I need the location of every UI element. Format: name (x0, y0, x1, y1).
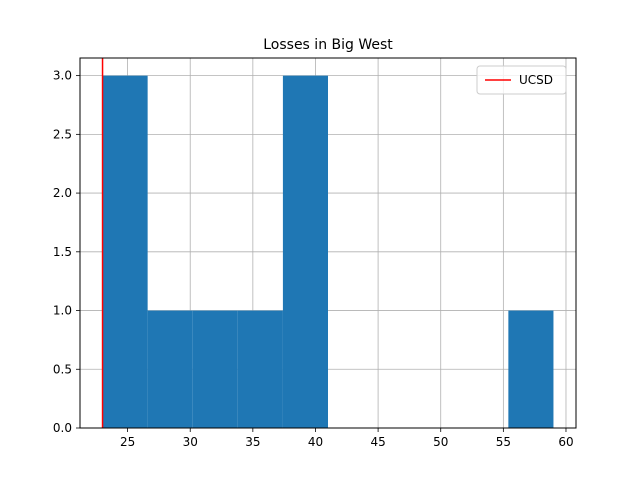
x-axis-ticks: 25 30 35 40 45 50 55 60 (120, 428, 574, 449)
x-tick-label-25: 25 (120, 435, 135, 449)
legend: UCSD (476, 65, 567, 95)
histogram-bars (102, 75, 554, 428)
x-tick-label-55: 55 (496, 435, 511, 449)
x-tick-label-60: 60 (558, 435, 573, 449)
histogram-bar-2 (192, 310, 238, 428)
chart-title: Losses in Big West (263, 37, 393, 53)
y-tick-label-2.5: 2.5 (53, 127, 72, 141)
y-tick-label-1.0: 1.0 (53, 304, 72, 318)
x-tick-label-50: 50 (433, 435, 448, 449)
histogram-bar-0 (102, 75, 148, 428)
y-axis-ticks: 0.0 0.5 1.0 1.5 2.0 2.5 3.0 (53, 69, 80, 435)
x-tick-label-35: 35 (245, 435, 260, 449)
y-tick-label-0.0: 0.0 (53, 421, 72, 435)
y-tick-label-0.5: 0.5 (53, 362, 72, 376)
axes-frame (79, 57, 577, 429)
histogram-bar-4 (282, 75, 328, 428)
y-tick-label-3.0: 3.0 (53, 69, 72, 83)
histogram-bar-9 (508, 310, 554, 428)
x-tick-label-40: 40 (308, 435, 323, 449)
x-tick-label-45: 45 (370, 435, 385, 449)
histogram-bar-1 (147, 310, 193, 428)
y-tick-label-1.5: 1.5 (53, 245, 72, 259)
legend-label-ucsd: UCSD (519, 73, 553, 87)
histogram-bar-3 (237, 310, 283, 428)
x-tick-label-30: 30 (183, 435, 198, 449)
y-tick-label-2.0: 2.0 (53, 186, 72, 200)
legend-box (476, 65, 567, 95)
